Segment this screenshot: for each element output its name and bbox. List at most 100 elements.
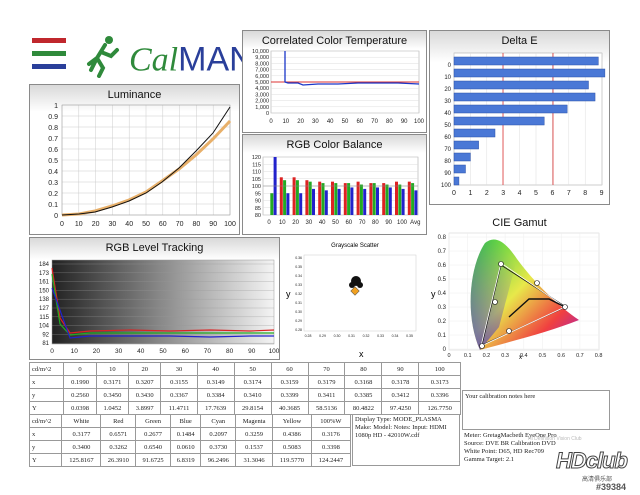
rgb-balance-bar [350, 187, 354, 215]
table-cell: 0.3384 [196, 388, 235, 402]
cct-x-tick: 50 [342, 119, 349, 125]
scatter-x-tick: 0.29 [319, 334, 326, 338]
delta-e-x-tick: 5 [534, 190, 538, 197]
cie-x-axis-label: x [519, 355, 522, 360]
level-tracking-green-line [51, 273, 274, 336]
table-cell: 40.3685 [270, 401, 309, 415]
rgb-balance-bar [334, 183, 338, 215]
table-header-cell: 100 [418, 362, 461, 376]
watermark-id: #39384 [596, 482, 627, 492]
rgb-balance-y-tick: 95 [255, 191, 261, 197]
cie-x-tick: 0.7 [576, 353, 584, 359]
calibration-notes-box[interactable]: Your calibration notes here [462, 390, 610, 430]
table-cell: 0.3176 [310, 427, 352, 441]
delta-e-bar [453, 152, 471, 162]
delta-e-y-tick: 50 [444, 123, 451, 129]
table-cell: 0.3149 [196, 375, 235, 389]
table-row: y 0.2560 0.3450 0.3430 0.3367 0.3384 0.3410 0.3… [28, 388, 461, 402]
level-tracking-y-tick: 92 [42, 332, 49, 338]
table-cell: 0.3398 [310, 440, 352, 454]
level-tracking-y-tick: 184 [39, 262, 50, 268]
cct-y-tick: 5,000 [255, 80, 269, 86]
cie-x-tick: 0.2 [483, 353, 491, 359]
rgb-balance-x-tick: 50 [332, 220, 339, 226]
delta-e-bar [453, 68, 606, 78]
cct-x-tick: 100 [414, 119, 425, 125]
rgb-balance-bar [305, 180, 309, 215]
table-header-cell: cd/m^2 [28, 414, 63, 428]
delta-e-y-tick: 30 [444, 99, 451, 105]
level-tracking-x-tick: 20 [93, 348, 101, 355]
table-cell: 0.3399 [270, 388, 309, 402]
table-header-cell: 60 [270, 362, 309, 376]
delta-e-bar [453, 80, 589, 90]
rgb-balance-y-tick: 105 [252, 177, 261, 183]
luminance-measured-line [61, 106, 231, 216]
level-tracking-x-tick: 0 [50, 348, 54, 355]
grayscale-scatter-panel: Grayscale Scatter y x 0.28 0.29 0.30 0.31 0.… [282, 237, 428, 360]
table-cell: 3.8997 [128, 401, 162, 415]
rgb-balance-bar [299, 193, 303, 215]
table-cell: 1.0452 [95, 401, 130, 415]
rgb-balance-bar [331, 181, 334, 215]
scatter-x-tick: 0.28 [305, 334, 312, 338]
table-header-cell: 0 [63, 362, 97, 376]
table-cell: 0.3171 [95, 375, 130, 389]
table-cell: 17.7639 [196, 401, 235, 415]
cct-x-tick: 60 [356, 119, 363, 125]
delta-e-y-tick: 100 [441, 183, 452, 189]
cct-panel: Correlated Color Temperature 10,000 9,000… [242, 30, 427, 133]
table-cell: 0.1537 [235, 440, 274, 454]
cct-x-tick: 10 [282, 119, 289, 125]
delta-e-bar [453, 140, 479, 150]
cie-x-tick: 0 [447, 353, 450, 359]
rgb-balance-bar [388, 187, 392, 215]
rgb-balance-bar [356, 181, 360, 215]
cie-y-tick: 0.8 [438, 235, 447, 241]
table-cell: 0.3450 [95, 388, 130, 402]
rgb-balance-bar [363, 188, 367, 215]
table-header-cell: Yellow [272, 414, 312, 428]
rgb-balance-bar [279, 177, 283, 215]
level-tracking-y-tick: 150 [39, 288, 50, 294]
luminance-y-tick: 0.3 [48, 180, 58, 187]
level-tracking-y-tick: 115 [39, 315, 49, 321]
table-cell: 11.4711 [160, 401, 198, 415]
rgb-balance-bar [295, 180, 299, 215]
runner-icon [83, 34, 123, 83]
delta-e-y-tick: 70 [444, 147, 451, 153]
table-cell: 124.2447 [310, 453, 352, 467]
table-cell: y [28, 388, 65, 402]
cct-x-tick: 80 [386, 119, 393, 125]
logo-panel: CalMANTM [27, 30, 269, 83]
table-cell: 0.2677 [135, 427, 171, 441]
luminance-y-tick: 0 [54, 213, 58, 220]
table-header-cell: 10 [95, 362, 130, 376]
rgb-balance-bar [347, 183, 351, 215]
delta-e-y-tick: 90 [444, 171, 451, 177]
rgb-balance-panel: RGB Color Balance 120 115 110 105 100 95 90 85 8… [242, 134, 427, 235]
table-cell: 0.3410 [233, 388, 272, 402]
level-tracking-x-tick: 70 [204, 348, 212, 355]
luminance-target-line [61, 119, 232, 217]
table-cell: 0.3430 [128, 388, 162, 402]
table-cell: x [28, 375, 65, 389]
rgb-balance-bar [324, 190, 328, 215]
rgb-balance-bar [401, 188, 405, 215]
cie-y-tick: 0.2 [438, 319, 447, 325]
table-cell: 0.1990 [63, 375, 97, 389]
table-header-cell: 30 [160, 362, 198, 376]
rgb-balance-x-tick: 40 [319, 220, 326, 226]
luminance-x-tick: 30 [109, 221, 117, 228]
cie-y-tick: 0.6 [438, 263, 447, 269]
cie-gamut-measured-triangle [480, 262, 566, 347]
scatter-x-axis-label: x [359, 349, 364, 359]
table-row: x 0.1990 0.3171 0.3207 0.3155 0.3149 0.3174 0.3… [28, 375, 461, 389]
cie-y-tick: 0.1 [438, 333, 447, 339]
table-header-cell: 90 [381, 362, 420, 376]
rgb-balance-x-tick: 100 [397, 220, 408, 226]
table-cell: 126.7750 [418, 401, 461, 415]
luminance-y-tick: 0.9 [48, 114, 58, 121]
table-cell: 0.2560 [63, 388, 97, 402]
grayscale-data-table: cd/m^2 0 10 20 30 40 50 60 70 80 90 100 x 0.1990 0.317… [28, 362, 461, 415]
